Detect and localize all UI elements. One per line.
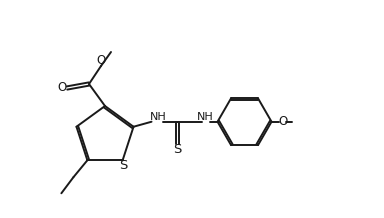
Text: O: O bbox=[57, 80, 66, 94]
Text: S: S bbox=[119, 159, 128, 172]
Text: O: O bbox=[278, 115, 287, 128]
Text: S: S bbox=[173, 143, 182, 156]
Text: NH: NH bbox=[197, 112, 214, 122]
Text: O: O bbox=[97, 54, 106, 67]
Text: NH: NH bbox=[150, 112, 166, 122]
